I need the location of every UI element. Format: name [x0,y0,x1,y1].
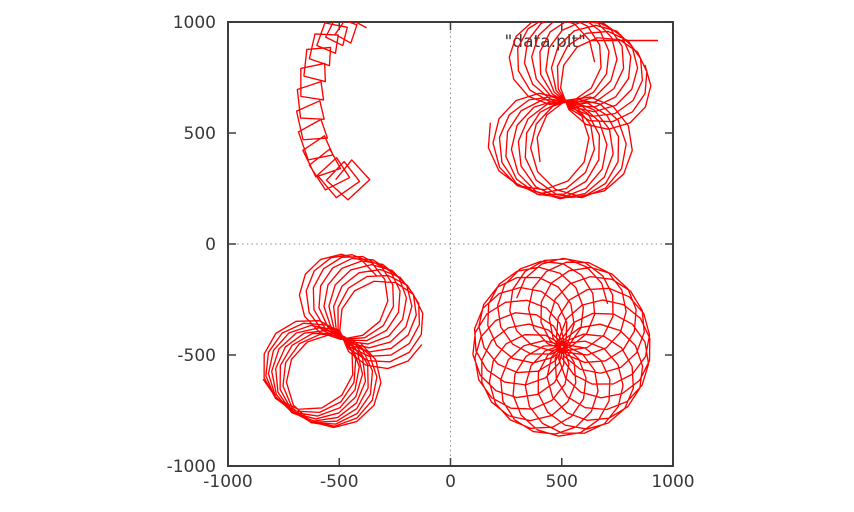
x-tick-label: 1000 [651,472,694,492]
x-tick-label: -1000 [203,472,252,492]
y-tick-label: 1000 [173,13,216,33]
series-path-bottom-left-fan-upper [298,253,424,370]
x-tick-label: 0 [445,472,456,492]
x-tick-label: 500 [546,472,578,492]
y-tick-label: 500 [184,124,216,144]
series-path-bottom-left-fan-lower [262,320,382,429]
y-tick-label: -500 [177,346,216,366]
axis-tick-labels: -1000 -500 0 500 1000 -1000 -500 0 500 1000 [167,13,695,492]
series-path-top-left-chain [295,22,371,201]
x-tick-label: -500 [320,472,359,492]
series-path-top-right-fan-lower [487,92,633,200]
series-path-bottom-right-rosette [472,257,651,437]
zero-gridlines [228,22,673,466]
y-tick-label: -1000 [167,457,216,477]
y-tick-label: 0 [205,235,216,255]
series-curves [262,22,652,437]
series-path-top-right-fan-upper [508,22,652,130]
